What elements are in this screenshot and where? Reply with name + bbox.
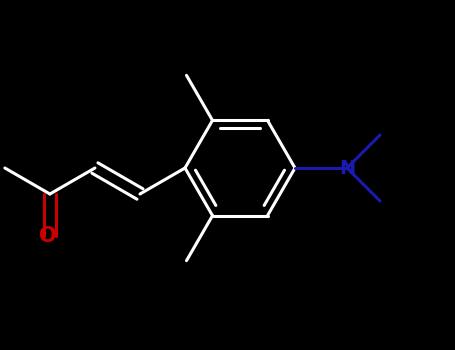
Text: O: O [39,226,57,246]
Text: N: N [339,159,355,177]
